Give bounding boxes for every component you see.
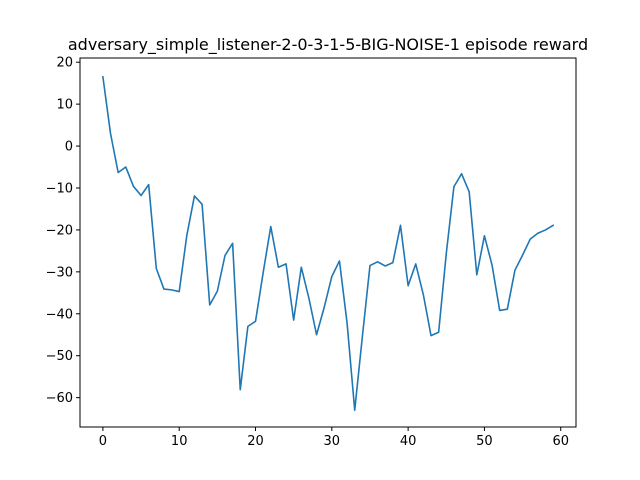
x-tick-label: 60 <box>552 434 569 449</box>
x-axis-ticks: 0 10 20 30 40 50 60 <box>99 427 569 449</box>
chart-title: adversary_simple_listener-2-0-3-1-5-BIG-… <box>68 35 588 55</box>
y-axis-ticks: −60 −50 −40 −30 −20 −10 0 10 20 <box>46 56 80 406</box>
y-tick-label: 20 <box>56 56 73 71</box>
y-tick-label: 10 <box>56 98 73 113</box>
y-tick-label: −20 <box>46 223 73 238</box>
y-tick-label: −30 <box>46 265 73 280</box>
x-tick-label: 30 <box>324 434 341 449</box>
x-tick-label: 10 <box>171 434 188 449</box>
y-tick-label: −10 <box>46 181 73 196</box>
plot-area-frame <box>79 57 577 428</box>
x-tick-label: 50 <box>476 434 493 449</box>
series-group <box>101 75 555 412</box>
y-tick-label: −40 <box>46 307 73 322</box>
y-tick-label: −50 <box>46 349 73 364</box>
x-tick-label: 40 <box>400 434 417 449</box>
y-tick-label: −60 <box>46 391 73 406</box>
series-line <box>101 75 555 412</box>
x-tick-label: 20 <box>247 434 264 449</box>
x-tick-label: 0 <box>99 434 107 449</box>
y-tick-label: 0 <box>65 140 73 155</box>
